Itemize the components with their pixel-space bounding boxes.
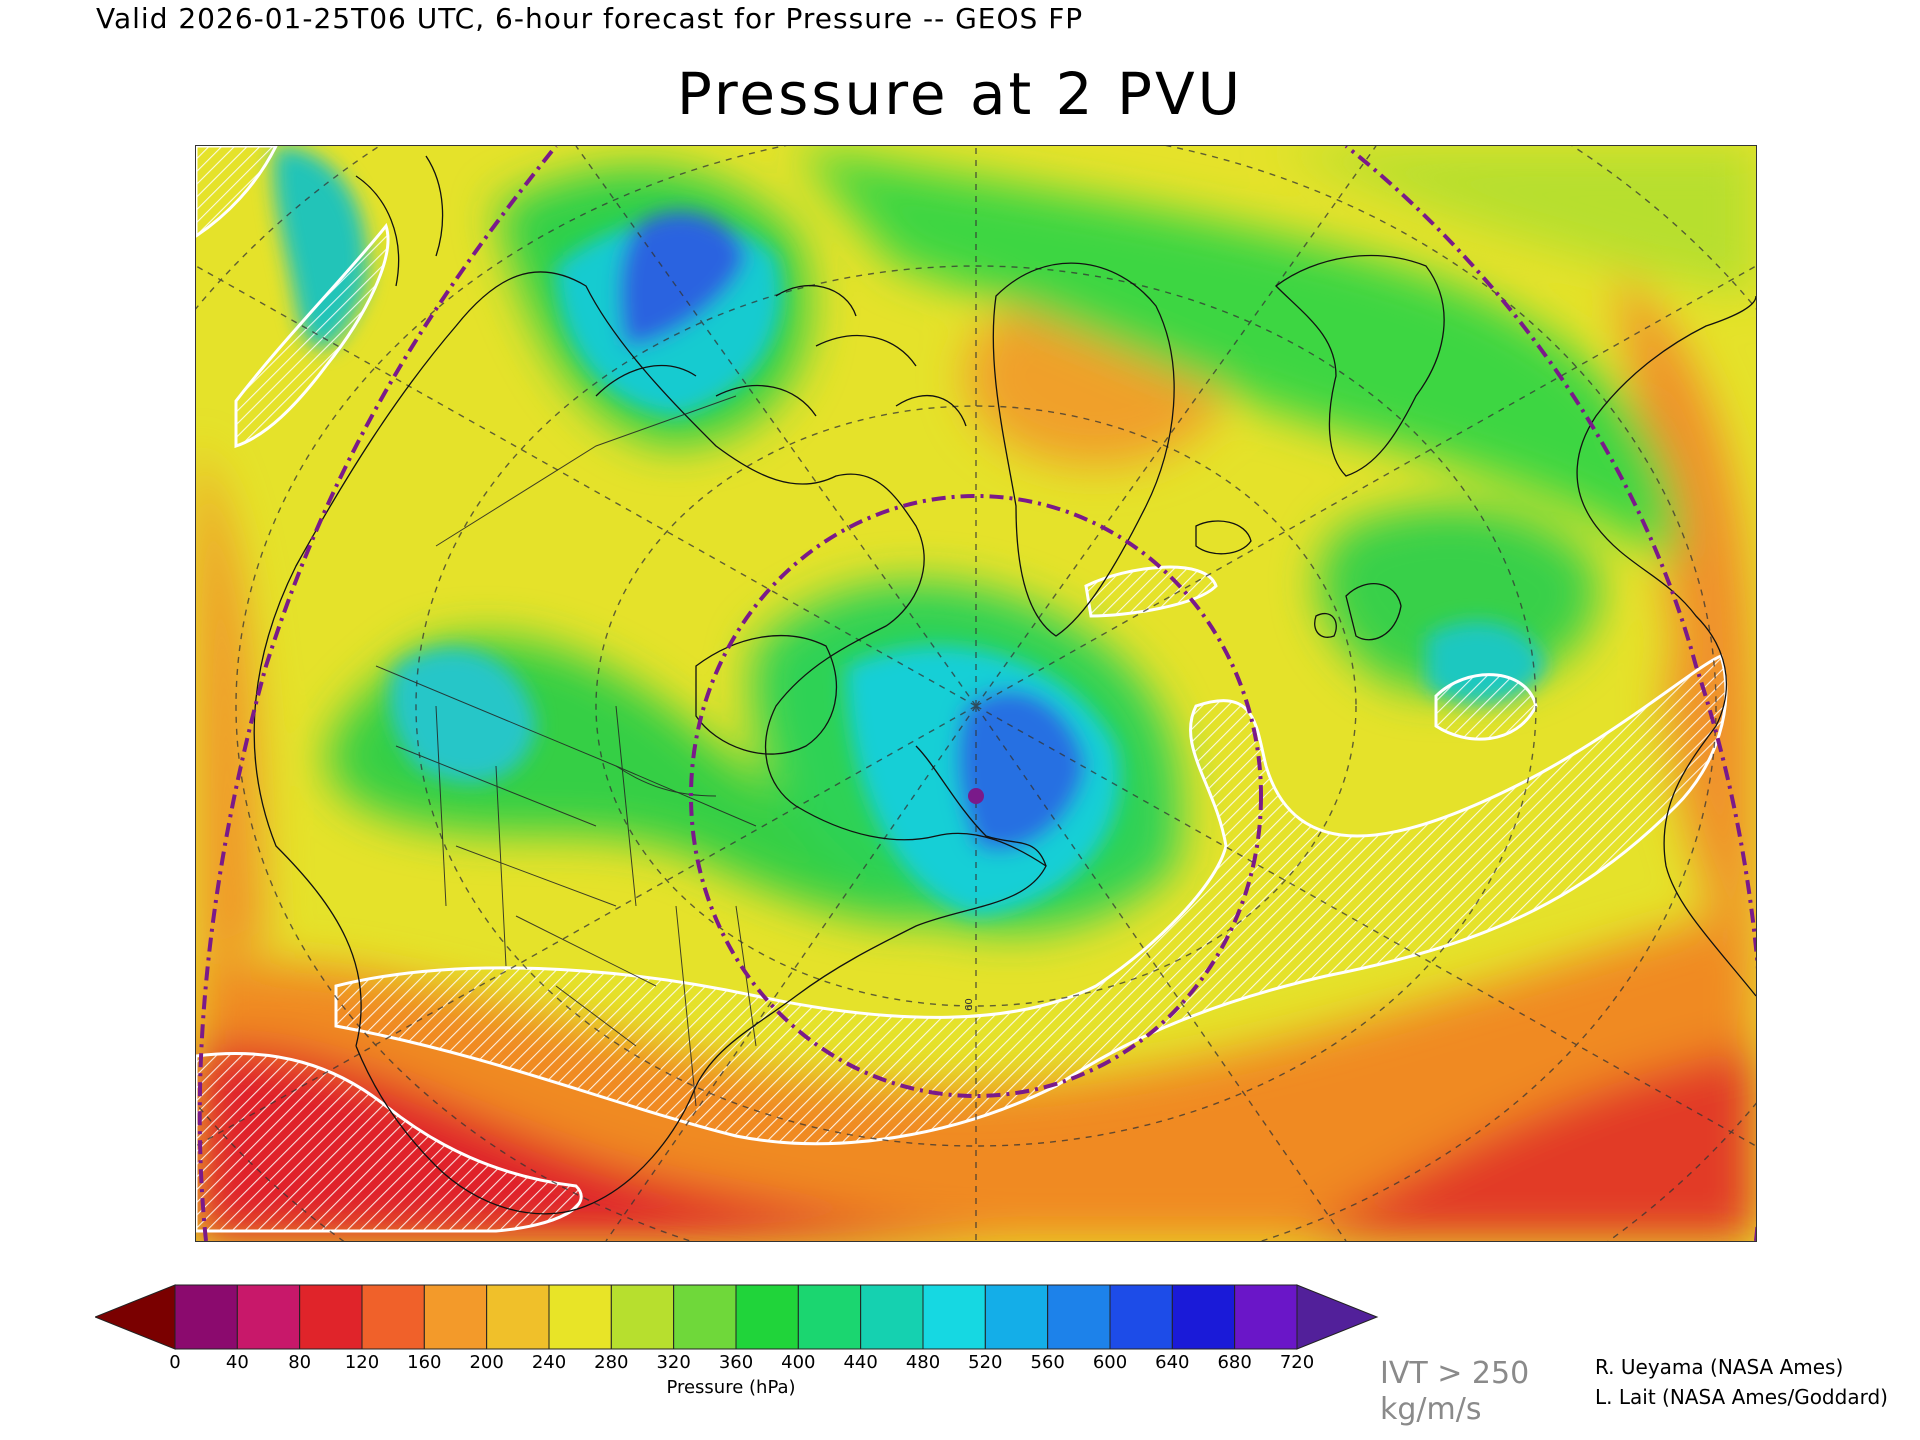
ivt-hatch-topleft (196, 146, 278, 238)
colorbar-cell (236, 1284, 301, 1350)
colorbar-cell (548, 1284, 612, 1350)
colorbar (95, 1284, 1379, 1350)
colorbar-tick-label: 120 (344, 1352, 380, 1373)
colorbar-tick-label: 320 (656, 1352, 691, 1373)
coast-europe (1576, 295, 1756, 997)
colorbar-tick-label: 360 (718, 1352, 754, 1373)
field-blue-center (957, 689, 1086, 852)
colorbar-under-arrow (95, 1284, 176, 1350)
reference-circles (197, 146, 1756, 1241)
latitude-circle (415, 265, 1537, 1147)
credit-line-2: L. Lait (NASA Ames/Goddard) (1595, 1385, 1888, 1409)
field-west-orange (196, 446, 266, 966)
field-blue-north (619, 211, 746, 346)
coast-labrador (915, 745, 1047, 867)
colorbar-cell (423, 1284, 488, 1350)
colorbar-tick-label: 440 (843, 1352, 878, 1373)
ivt-legend: IVT > 250 kg/m/s (1380, 1356, 1529, 1428)
coast-alaska (355, 155, 444, 287)
colorbar-tick-label: 40 (225, 1352, 249, 1373)
colorbar-tick-label: 520 (968, 1352, 1003, 1373)
colorbar-cell (797, 1284, 862, 1350)
credit-line-1: R. Ueyama (NASA Ames) (1595, 1355, 1844, 1379)
colorbar-tick-label: 80 (288, 1352, 312, 1373)
colorbar-cell (174, 1284, 238, 1350)
coast-iceland (1195, 520, 1252, 555)
colorbar-cell (673, 1284, 737, 1350)
meridian-line (605, 705, 977, 1241)
colorbar-cell (361, 1284, 425, 1350)
meridian-line (975, 705, 1756, 1147)
reference-circle-inner (689, 494, 1263, 1098)
colorbar-cell (1109, 1284, 1173, 1350)
colorbar-cell (984, 1284, 1049, 1350)
field-cyan-west (390, 648, 536, 783)
plot-title: Pressure at 2 PVU (676, 60, 1244, 128)
valid-time-header: Valid 2026-01-25T06 UTC, 6-hour forecast… (96, 2, 1084, 35)
latitude-circle (595, 405, 1357, 1007)
colorbar-cell (486, 1284, 550, 1350)
colorbar-cell (1047, 1284, 1111, 1350)
colorbar-cell (922, 1284, 986, 1350)
center-marker (968, 788, 984, 804)
colorbar-tick-label: 280 (594, 1352, 629, 1373)
colorbar-tick-label: 480 (905, 1352, 941, 1373)
colorbar-over-arrow (1296, 1284, 1379, 1350)
coast-greenland (992, 262, 1175, 637)
colorbar-tick-label: 600 (1092, 1352, 1128, 1373)
meridian-line (196, 265, 977, 707)
colorbar-cell (1171, 1284, 1236, 1350)
colorbar-tick-label: 680 (1217, 1352, 1252, 1373)
reference-circle-outer (197, 146, 1756, 1241)
field-green-arc (796, 146, 1679, 566)
colorbar-cells (174, 1284, 1298, 1350)
colorbar-cell (735, 1284, 799, 1350)
coast-north-america (253, 271, 1047, 1215)
ivt-hatch-atlantic (334, 653, 1728, 1146)
field-se-red (1296, 1046, 1756, 1241)
coast-hudson-bay (695, 635, 838, 755)
latitude-circle (235, 146, 1717, 1241)
colorbar-tick-label: 640 (1155, 1352, 1190, 1373)
graticule (196, 146, 1756, 1241)
ivt-legend-line1: IVT > 250 (1380, 1356, 1530, 1391)
colorbar-cell (299, 1284, 363, 1350)
colorbar-units: Pressure (hPa) (666, 1377, 796, 1398)
field-lime-ne (1276, 146, 1756, 296)
meridian-line (975, 265, 1756, 707)
ivt-hatch-regions (196, 146, 1728, 1233)
colorbar-tick-label: 560 (1030, 1352, 1065, 1373)
coast-british-isles (1314, 583, 1402, 641)
ivt-hatch-gulf (196, 1052, 583, 1233)
meridian-line (196, 705, 977, 1147)
colorbar-tick-label: 160 (407, 1352, 442, 1373)
coast-canadian-arctic (595, 284, 967, 427)
ivt-legend-line2: kg/m/s (1380, 1392, 1482, 1427)
credits: R. Ueyama (NASA Ames) L. Lait (NASA Ames… (1595, 1352, 1888, 1412)
meridian-line (975, 705, 1347, 1241)
coast-scandinavia (1275, 255, 1445, 477)
ivt-hatch-mid (1084, 565, 1218, 618)
coastlines (253, 155, 1756, 1215)
colorbar-tick-label: 200 (469, 1352, 504, 1373)
grid-label: 60 (964, 998, 975, 1011)
colorbar-cell (860, 1284, 924, 1350)
colorbar-tick-label: 240 (531, 1352, 567, 1373)
pressure-map: 60 (195, 145, 1757, 1242)
colorbar-cell (1234, 1284, 1298, 1350)
political-boundaries (375, 395, 757, 1107)
colorbar-tick-label: 0 (169, 1352, 181, 1373)
colorbar-cell (610, 1284, 675, 1350)
colorbar-tick-label: 400 (781, 1352, 816, 1373)
colorbar-tick-label: 720 (1279, 1352, 1315, 1373)
ivt-hatch-nw (234, 222, 390, 449)
